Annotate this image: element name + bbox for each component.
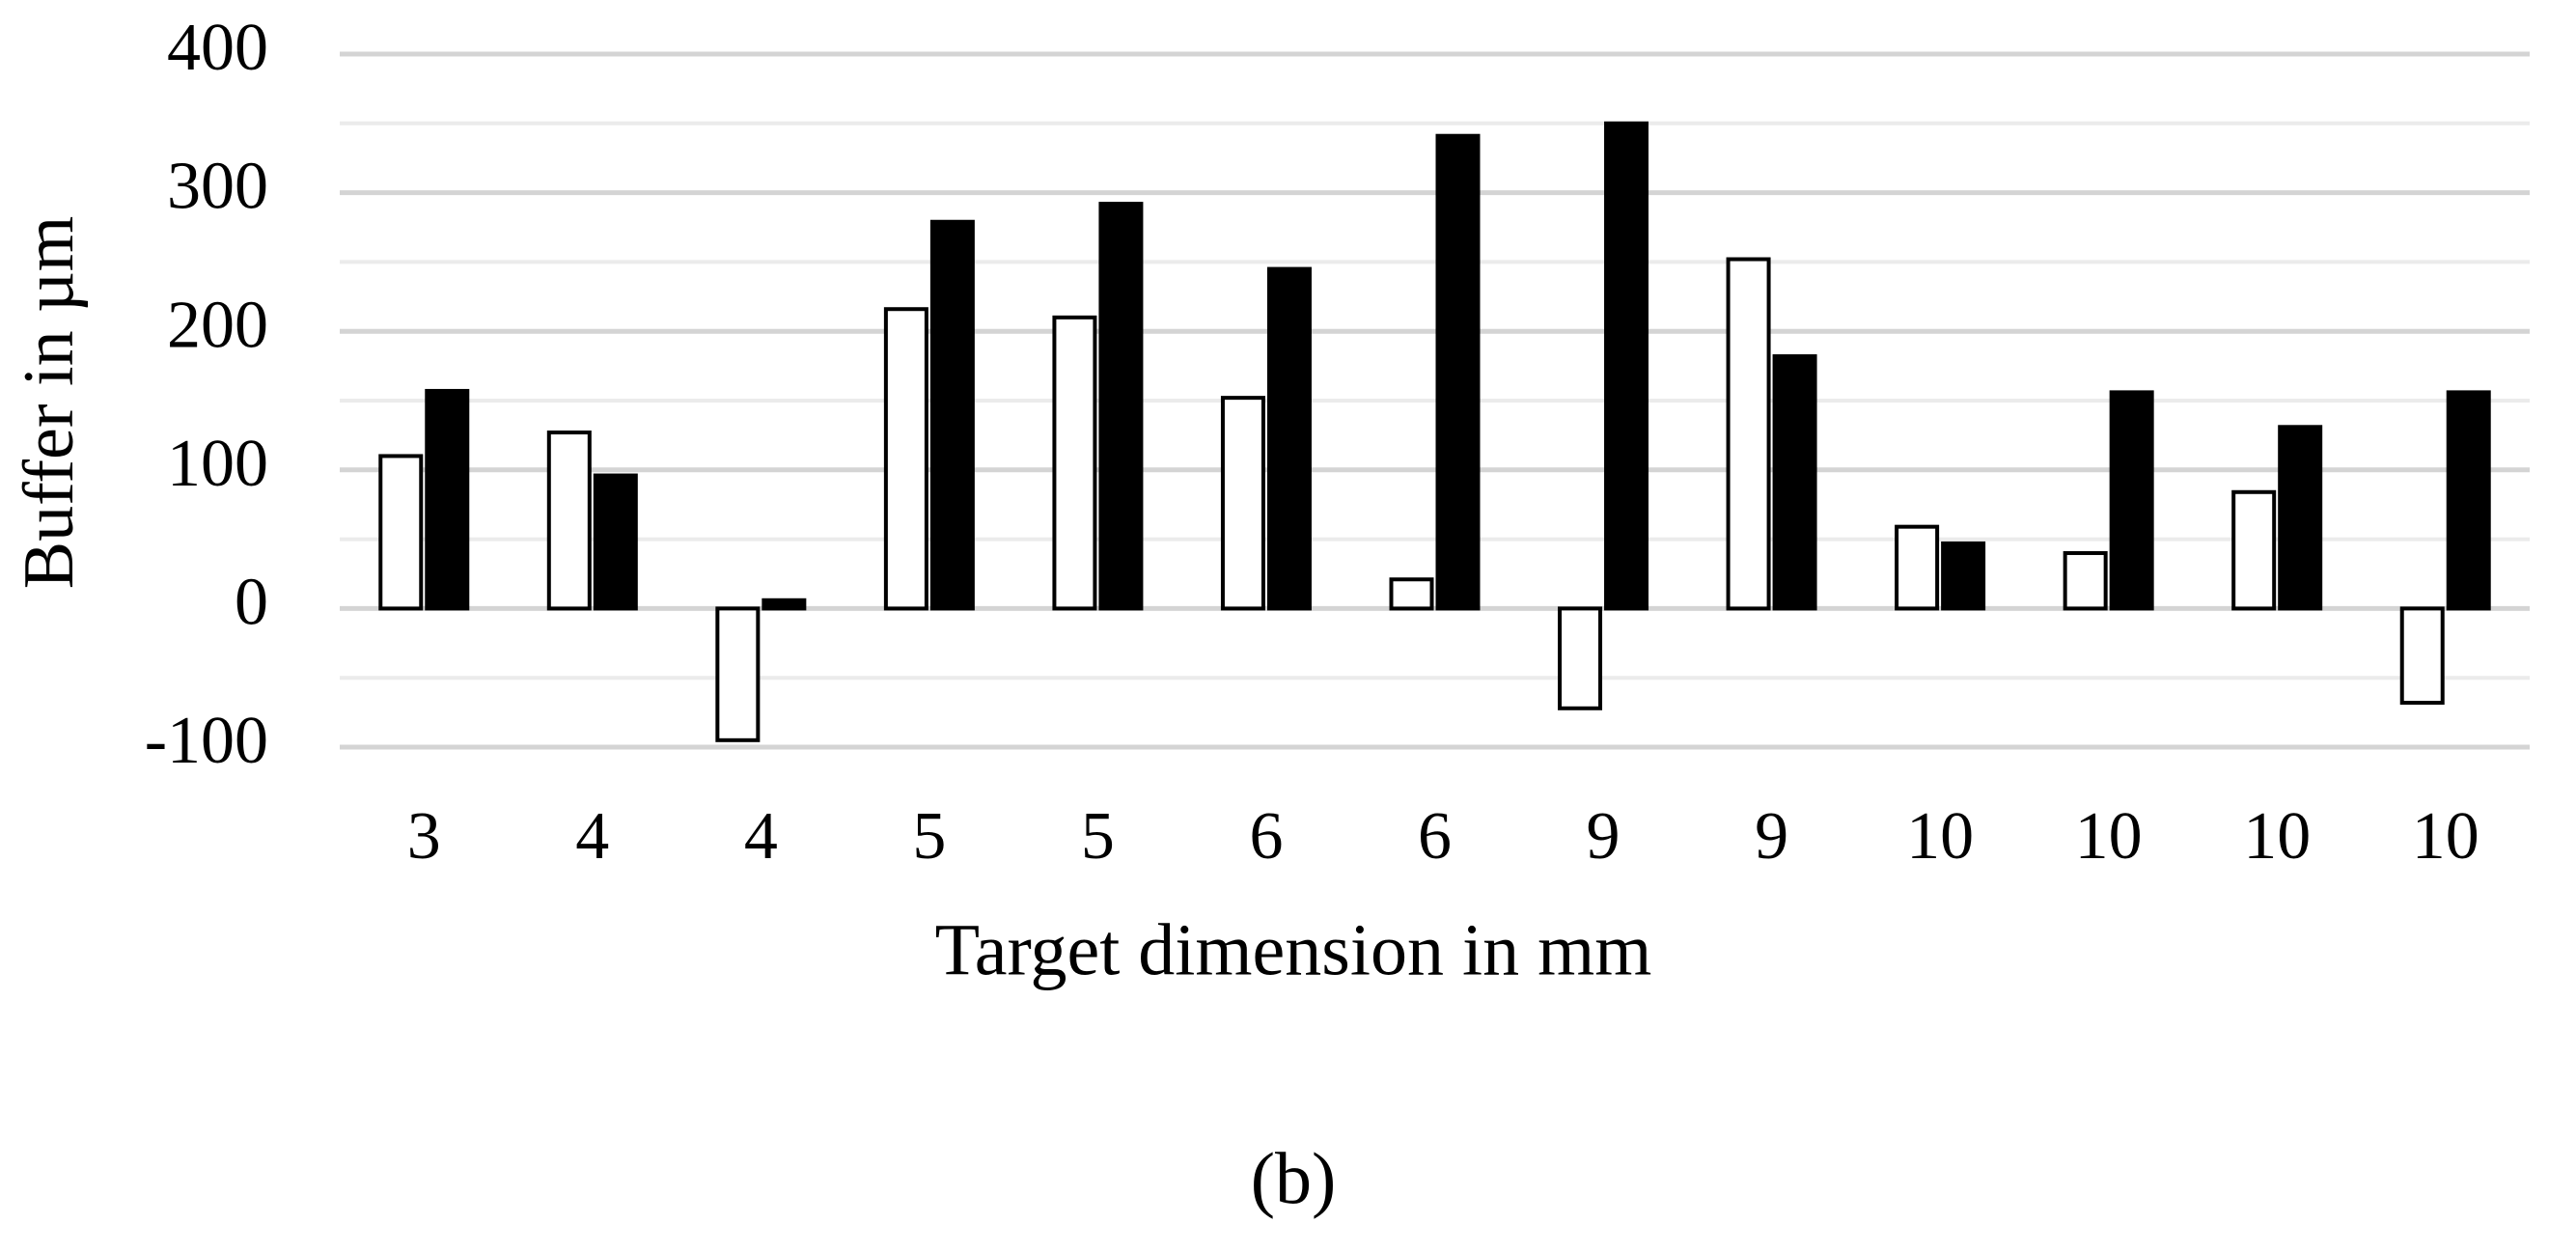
bar bbox=[1895, 524, 1940, 611]
x-tick-label: 4 bbox=[744, 799, 778, 874]
bar bbox=[1604, 121, 1649, 611]
bar bbox=[1941, 541, 1986, 611]
bar bbox=[2231, 489, 2277, 611]
x-tick-label: 3 bbox=[407, 799, 441, 874]
bar bbox=[1726, 257, 1771, 611]
x-tick-label: 6 bbox=[1249, 799, 1283, 874]
bar bbox=[1772, 354, 1817, 611]
x-tick-label: 9 bbox=[1587, 799, 1620, 874]
bar bbox=[1098, 202, 1144, 611]
bar bbox=[2446, 390, 2491, 611]
bar bbox=[2063, 550, 2108, 611]
x-tick-label: 4 bbox=[575, 799, 609, 874]
bar bbox=[2109, 390, 2154, 611]
y-tick-label: 0 bbox=[235, 565, 268, 639]
bar bbox=[883, 307, 928, 611]
x-tick-label: 10 bbox=[2412, 799, 2479, 874]
x-tick-label: 5 bbox=[912, 799, 946, 874]
y-axis-title: Buffer in µm bbox=[10, 216, 89, 590]
y-tick-label: 400 bbox=[167, 11, 268, 85]
bar bbox=[715, 606, 761, 742]
x-tick-label: 5 bbox=[1081, 799, 1115, 874]
y-tick-label: 200 bbox=[167, 288, 268, 362]
x-axis-title: Target dimension in mm bbox=[935, 909, 1652, 990]
x-tick-label: 10 bbox=[1906, 799, 1974, 874]
bar bbox=[546, 431, 592, 611]
bar bbox=[2399, 606, 2445, 706]
bar bbox=[2278, 425, 2323, 611]
bar bbox=[1052, 315, 1097, 611]
bar bbox=[1435, 133, 1481, 611]
y-tick-label: 100 bbox=[167, 427, 268, 501]
x-tick-label: 10 bbox=[2075, 799, 2143, 874]
bar bbox=[1266, 266, 1312, 611]
x-tick-label: 10 bbox=[2243, 799, 2311, 874]
bar bbox=[425, 388, 470, 611]
bar bbox=[762, 598, 807, 611]
bar bbox=[593, 473, 638, 611]
x-tick-label: 6 bbox=[1418, 799, 1452, 874]
bar bbox=[378, 454, 424, 611]
bar bbox=[1558, 606, 1603, 710]
bar bbox=[929, 219, 975, 611]
y-tick-label: -100 bbox=[145, 704, 268, 778]
caption: (b) bbox=[1251, 1138, 1337, 1219]
x-tick-label: 9 bbox=[1755, 799, 1788, 874]
bar bbox=[1220, 396, 1265, 611]
bar bbox=[1389, 577, 1434, 611]
y-tick-label: 300 bbox=[167, 150, 268, 224]
